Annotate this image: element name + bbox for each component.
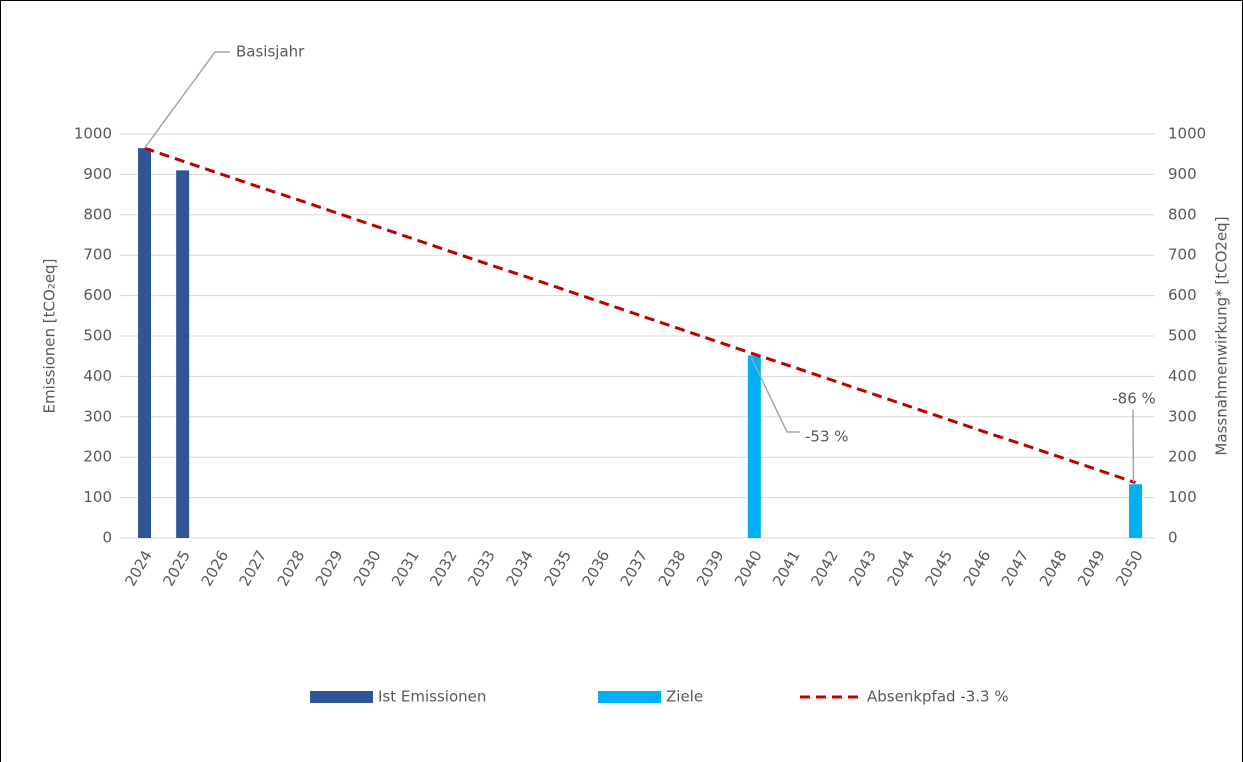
x-tick-label: 2048 [1036,547,1071,589]
x-tick-label: 2043 [845,547,880,589]
annotation: Basisjahr [236,43,305,61]
legend-label: Absenkpfad -3.3 % [867,688,1009,706]
y-axis-label: Emissionen [tCO₂eq] [41,259,59,414]
y2-tick-label: 1000 [1168,125,1206,143]
y2-tick-label: 100 [1168,488,1197,506]
y-tick-label: 600 [83,286,112,304]
x-tick-label: 2026 [197,547,232,589]
x-tick-label: 2028 [274,547,309,589]
legend-swatch [310,691,373,703]
x-tick-label: 2027 [236,547,271,589]
legend-label: Ist Emissionen [378,688,486,706]
y2-tick-label: 400 [1168,367,1197,385]
y-tick-label: 1000 [74,125,112,143]
y2-tick-label: 800 [1168,205,1197,223]
x-tick-label: 2031 [388,547,423,589]
x-tick-label: 2037 [617,547,652,589]
y-tick-label: 200 [83,448,112,466]
x-tick-label: 2045 [922,547,957,589]
x-tick-label: 2038 [655,547,690,589]
x-tick-label: 2035 [540,547,575,589]
y-tick-label: 300 [83,407,112,425]
y2-tick-label: 700 [1168,246,1197,264]
bar [176,170,190,539]
legend-label: Ziele [666,688,703,706]
y2-tick-label: 0 [1168,529,1178,547]
y-tick-label: 800 [83,205,112,223]
y-tick-label: 100 [83,488,112,506]
x-tick-label: 2049 [1074,547,1109,589]
y2-axis-label: Massnahmenwirkung* [tCO2eq] [1213,216,1231,455]
x-tick-label: 2036 [579,547,614,589]
y2-tick-label: 900 [1168,165,1197,183]
x-tick-label: 2030 [350,547,385,589]
x-tick-label: 2034 [502,547,537,589]
y-tick-label: 900 [83,165,112,183]
bar [138,148,152,538]
x-tick-label: 2040 [731,547,766,589]
x-tick-label: 2024 [121,547,156,589]
bar [1128,484,1142,538]
x-tick-label: 2025 [159,547,194,589]
x-tick-label: 2047 [998,547,1033,589]
x-tick-label: 2032 [426,547,461,589]
trend-line [144,146,1136,485]
bar [747,355,761,538]
x-tick-label: 2050 [1112,547,1147,589]
y2-tick-label: 500 [1168,327,1197,345]
x-tick-label: 2044 [883,547,918,589]
x-tick-label: 2033 [464,547,499,589]
y-tick-label: 400 [83,367,112,385]
x-tick-label: 2041 [769,547,804,589]
x-tick-label: 2039 [693,547,728,589]
y2-tick-label: 300 [1168,407,1197,425]
annotation-leader [750,357,800,433]
x-tick-label: 2042 [807,547,842,589]
y-tick-label: 500 [83,327,112,345]
y2-tick-label: 200 [1168,448,1197,466]
annotation: -86 % [1112,390,1156,408]
y-tick-label: 0 [102,529,112,547]
y2-tick-label: 600 [1168,286,1197,304]
x-tick-label: 2046 [960,547,995,589]
legend-swatch [598,691,661,703]
annotation: -53 % [805,428,849,446]
annotation-leader [143,51,230,149]
x-tick-label: 2029 [312,547,347,589]
y-tick-label: 700 [83,246,112,264]
